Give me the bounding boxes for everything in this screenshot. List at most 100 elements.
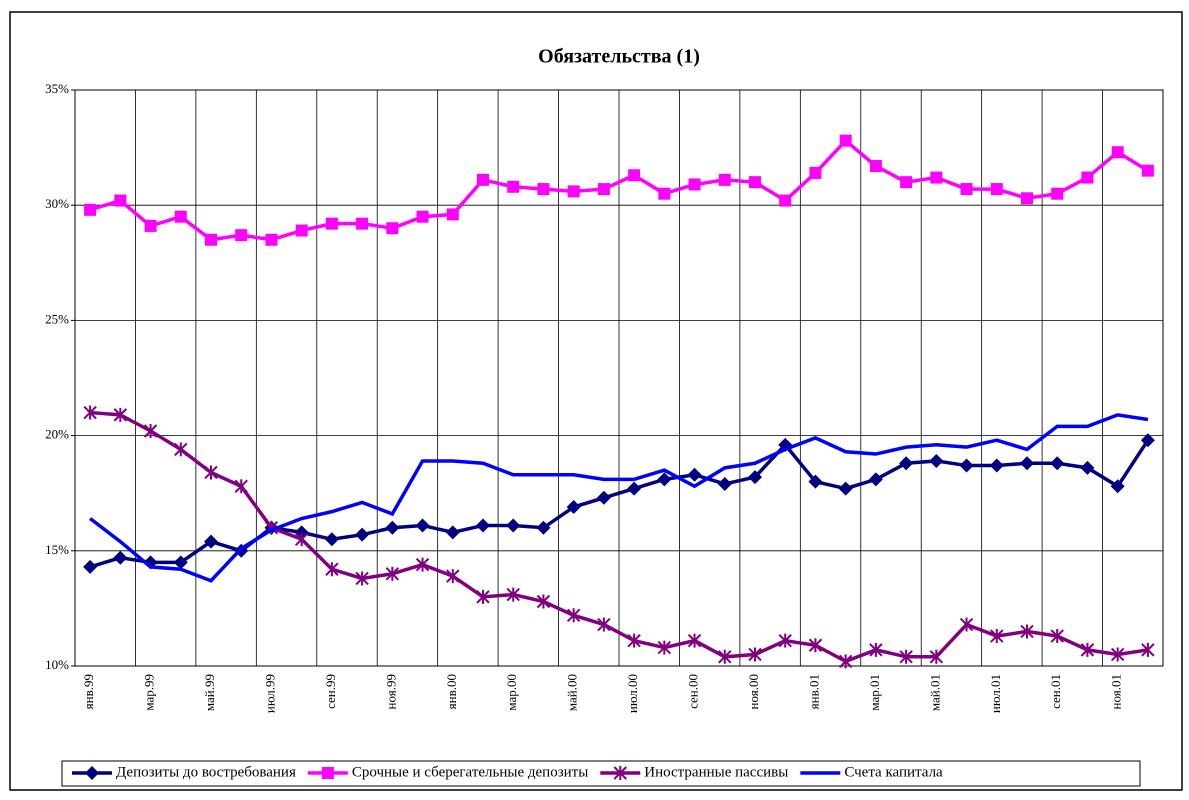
marker-star: [446, 569, 460, 584]
marker-star: [143, 423, 158, 438]
marker: [265, 233, 278, 246]
marker: [295, 224, 308, 237]
marker-star: [113, 407, 128, 422]
marker: [808, 638, 823, 653]
marker: [627, 481, 642, 496]
marker-star: [959, 617, 974, 632]
marker: [748, 647, 762, 662]
marker: [83, 405, 97, 420]
x-tick-label: ноя.99: [383, 674, 398, 709]
marker: [1080, 642, 1095, 657]
marker-star: [869, 642, 883, 657]
marker-star: [899, 649, 913, 664]
marker-star: [566, 608, 581, 623]
legend-label: Депозиты до востребования: [116, 764, 296, 780]
marker: [325, 562, 339, 577]
marker: [355, 571, 369, 586]
marker-diamond: [899, 456, 914, 471]
marker: [613, 766, 627, 780]
marker: [597, 183, 610, 196]
marker-square: [537, 183, 550, 196]
y-tick-label: 25%: [45, 311, 69, 326]
x-tick-label: июл.99: [262, 674, 277, 713]
marker: [477, 173, 489, 186]
marker-square: [446, 208, 459, 221]
marker: [113, 550, 128, 565]
marker: [899, 456, 914, 471]
marker-diamond: [838, 481, 853, 496]
marker: [234, 479, 248, 494]
chart-title: Обязательства (1): [538, 46, 700, 68]
marker: [204, 534, 218, 549]
marker: [718, 173, 731, 186]
y-tick-label: 20%: [45, 427, 69, 442]
marker: [476, 518, 490, 533]
marker-diamond: [113, 550, 128, 565]
marker: [718, 649, 732, 664]
marker-star: [536, 594, 551, 609]
marker-diamond: [445, 525, 460, 540]
series-line: [89, 413, 1149, 583]
marker: [809, 166, 822, 179]
marker: [1110, 647, 1125, 662]
y-tick-label: 30%: [45, 196, 69, 211]
marker-diamond: [355, 527, 370, 542]
marker: [385, 566, 400, 581]
marker-diamond: [627, 481, 642, 496]
marker-square: [809, 166, 822, 179]
x-tick-label: сен.01: [1048, 674, 1063, 709]
marker: [416, 210, 429, 223]
marker-star: [657, 640, 672, 655]
marker: [321, 767, 334, 779]
marker: [960, 183, 973, 196]
marker-diamond: [506, 518, 521, 533]
marker: [749, 176, 761, 189]
marker: [446, 569, 460, 584]
marker-square: [779, 194, 792, 207]
marker: [989, 458, 1004, 473]
marker: [1051, 187, 1064, 200]
marker: [1020, 456, 1034, 471]
marker: [144, 219, 157, 232]
marker: [114, 194, 127, 207]
marker: [83, 559, 98, 574]
marker: [808, 474, 823, 489]
x-tick-label: мар.99: [142, 674, 157, 711]
marker-square: [205, 233, 217, 246]
marker: [839, 134, 852, 147]
marker-diamond: [1080, 460, 1095, 475]
marker-diamond: [476, 518, 490, 533]
marker-square: [235, 229, 248, 242]
marker: [385, 520, 400, 535]
series-line: [89, 410, 1149, 664]
x-tick-label: мар.01: [867, 674, 882, 711]
marker-diamond: [989, 458, 1004, 473]
marker: [415, 557, 430, 572]
marker: [779, 194, 792, 207]
marker-square: [265, 233, 278, 246]
marker-square: [144, 219, 157, 232]
marker: [174, 442, 188, 457]
y-tick-label: 15%: [45, 542, 69, 557]
marker-diamond: [204, 534, 218, 549]
marker: [1081, 171, 1094, 184]
marker-square: [990, 183, 1003, 196]
marker-diamond: [566, 500, 581, 515]
marker-star: [627, 633, 641, 648]
legend-label: Иностранные пассивы: [644, 764, 788, 780]
marker-square: [174, 210, 187, 223]
marker-square: [718, 173, 731, 186]
marker-square: [84, 203, 97, 216]
marker: [687, 633, 702, 648]
marker-star: [718, 649, 732, 664]
marker: [1020, 624, 1034, 639]
marker-star: [294, 532, 309, 547]
marker-square: [356, 217, 369, 230]
marker: [324, 532, 339, 547]
marker: [1141, 164, 1154, 177]
marker-diamond: [808, 474, 823, 489]
marker-star: [1080, 642, 1095, 657]
marker: [596, 490, 611, 505]
marker-star: [204, 465, 218, 480]
x-tick-label: янв.01: [806, 674, 821, 709]
